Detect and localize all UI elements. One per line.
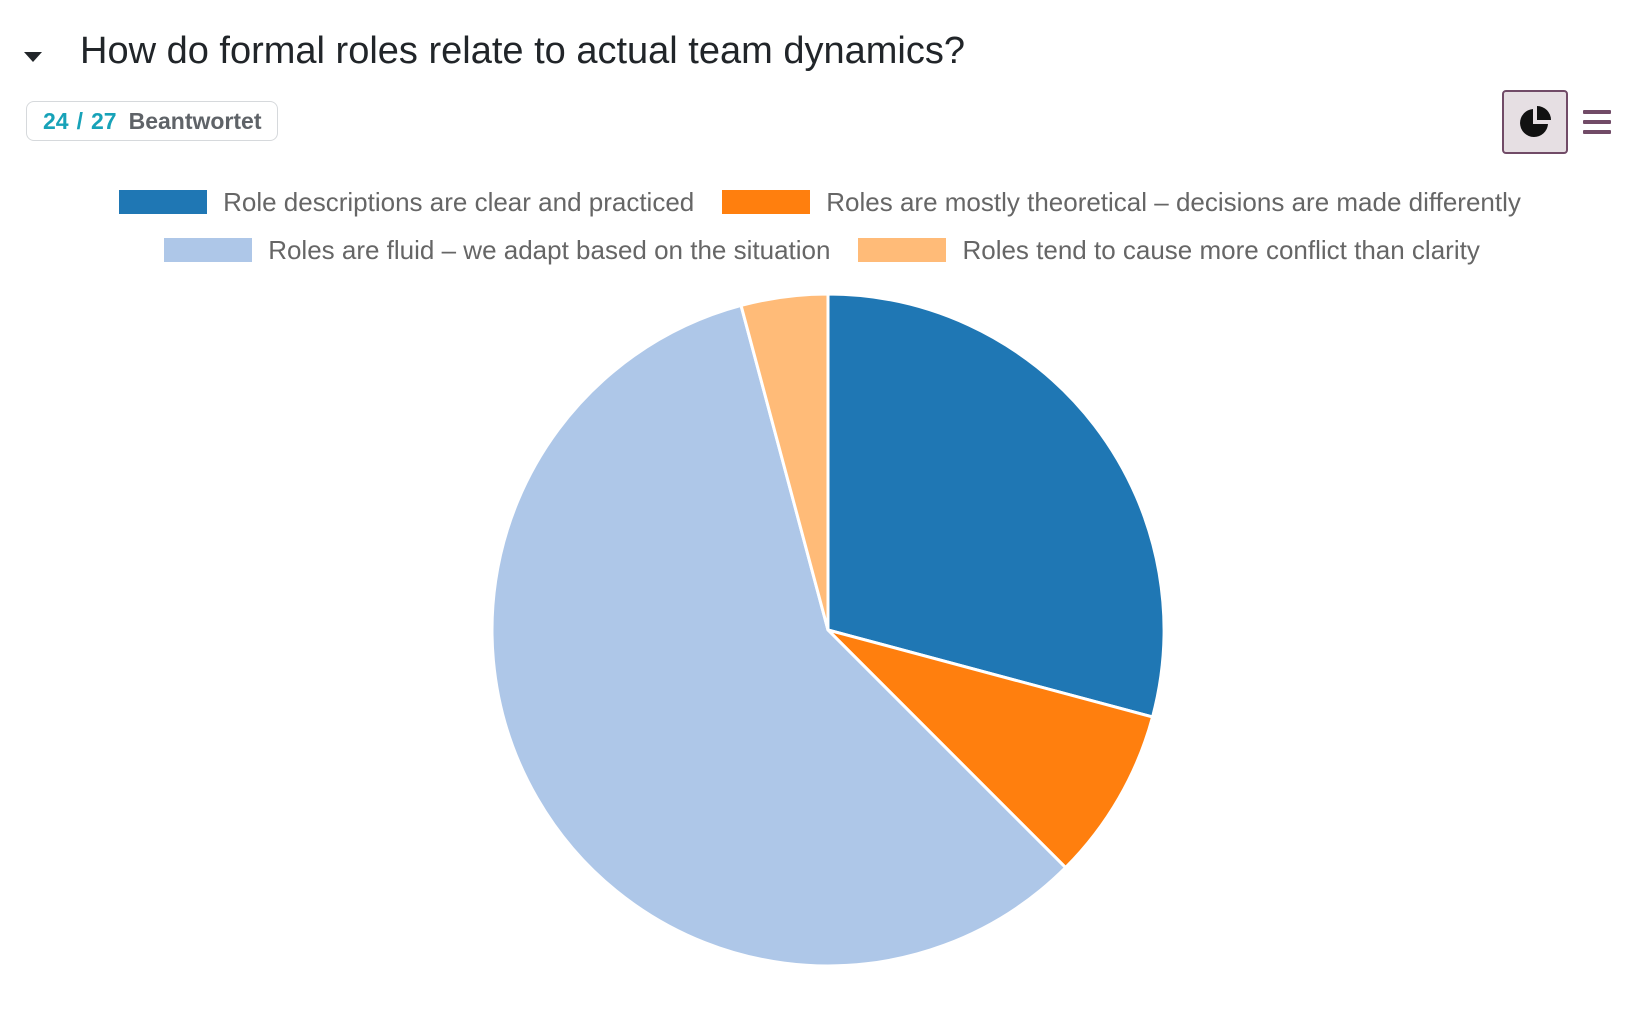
- pie-slice[interactable]: [739, 292, 830, 632]
- list-view-button[interactable]: [1582, 104, 1612, 140]
- count-separator: /: [76, 107, 83, 134]
- legend-label: Role descriptions are clear and practice…: [223, 186, 695, 217]
- legend-item[interactable]: Roles are mostly theoretical – decisions…: [722, 187, 1521, 218]
- legend-row: Role descriptions are clear and practice…: [0, 178, 1644, 226]
- pie-chart-view-button[interactable]: [1502, 90, 1568, 154]
- answered-label: Beantwortet: [128, 107, 262, 134]
- legend-item[interactable]: Roles tend to cause more conflict than c…: [858, 234, 1480, 266]
- legend-label: Roles tend to cause more conflict than c…: [962, 234, 1480, 265]
- list-icon: [1583, 110, 1611, 134]
- question-title: How do formal roles relate to actual tea…: [80, 30, 965, 72]
- total-count: 27: [90, 107, 117, 134]
- legend-swatch: [164, 238, 253, 262]
- chart-legend: Role descriptions are clear and practice…: [0, 178, 1644, 274]
- answered-count: 24: [43, 107, 69, 134]
- legend-label: Roles are fluid – we adapt based on the …: [268, 234, 831, 265]
- collapse-caret-icon[interactable]: [24, 52, 42, 62]
- pie-chart: [0, 280, 1644, 980]
- question-header: How do formal roles relate to actual tea…: [0, 0, 1644, 141]
- legend-item[interactable]: Roles are fluid – we adapt based on the …: [164, 235, 830, 266]
- legend-swatch: [119, 190, 208, 214]
- legend-item[interactable]: Role descriptions are clear and practice…: [119, 187, 694, 218]
- pie-slice[interactable]: [490, 303, 1068, 968]
- legend-label: Roles are mostly theoretical – decisions…: [826, 186, 1521, 217]
- legend-swatch: [722, 190, 811, 214]
- pie-slice[interactable]: [826, 292, 1166, 719]
- legend-swatch: [858, 238, 947, 262]
- legend-row: Roles are fluid – we adapt based on the …: [0, 226, 1644, 274]
- pie-slice[interactable]: [826, 628, 1155, 870]
- pie-chart-svg: [490, 292, 1166, 968]
- answered-badge: 24 / 27 Beantwortet: [26, 101, 279, 141]
- pie-chart-icon: [1520, 106, 1551, 137]
